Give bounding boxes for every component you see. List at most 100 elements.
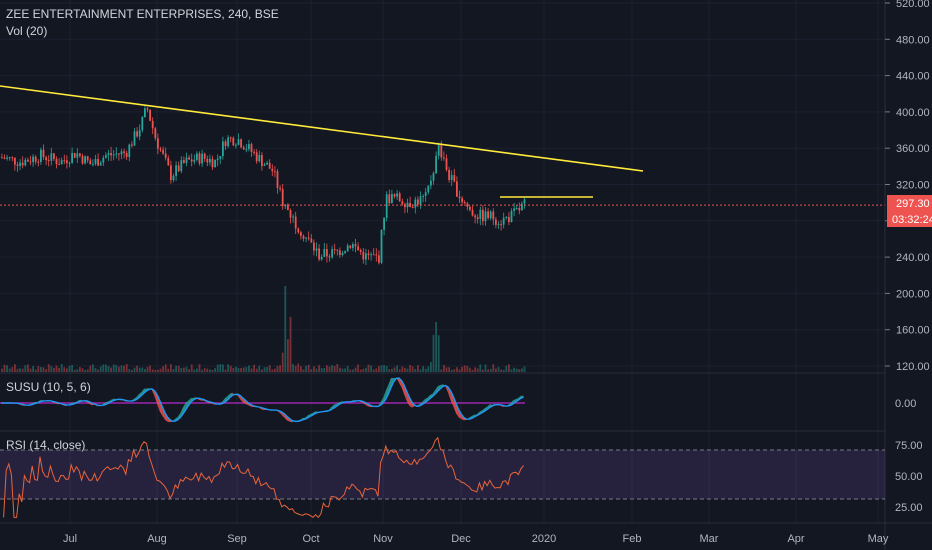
volume-bar (331, 365, 333, 372)
volume-bar (302, 369, 305, 372)
volume-bar (172, 369, 175, 372)
volume-bar (292, 364, 294, 372)
candle-body (365, 253, 367, 260)
volume-bar (206, 368, 209, 372)
candle-body (427, 185, 430, 193)
volume-bar (432, 334, 435, 372)
rsi-line (3, 436, 524, 519)
candle-body (107, 153, 110, 156)
susu-fill (157, 394, 160, 412)
candle-body (300, 232, 302, 236)
candle-body (313, 242, 315, 251)
volume-bar (245, 366, 248, 372)
susu-fill (159, 400, 163, 416)
time-tick-label: Sep (227, 533, 247, 545)
volume-bar (344, 368, 346, 372)
time-axis[interactable]: Jul Aug Sep Oct Nov Dec 2020 Feb Mar Apr May (63, 533, 889, 545)
candle-body (404, 204, 406, 208)
candle-body (502, 217, 505, 225)
volume-bar (328, 366, 331, 372)
candle-body (463, 202, 466, 204)
volume-bar (154, 369, 157, 372)
volume-bar (437, 335, 440, 372)
candle-body (510, 210, 513, 223)
volume-bar (11, 367, 14, 372)
volume-bar (164, 364, 167, 372)
candle-body (203, 153, 206, 159)
volume-bar (235, 366, 237, 372)
candle-body (144, 108, 146, 118)
volume-bar (430, 362, 432, 372)
candle-body (58, 164, 60, 166)
candle-body (110, 153, 112, 156)
volume-bar (378, 366, 380, 372)
candle-body (60, 160, 63, 165)
volume-bar (34, 369, 37, 372)
volume-bar (427, 366, 430, 372)
candle-body (105, 155, 107, 158)
volume-bar (125, 364, 128, 372)
volume-bar (144, 369, 146, 372)
candle-body (294, 216, 297, 229)
volume-bar (146, 366, 149, 372)
volume-bar (497, 366, 500, 372)
volume-bar (24, 365, 27, 372)
candle-body (240, 139, 242, 148)
volume-bar (370, 365, 372, 372)
candle-body (242, 147, 245, 150)
rsi-tick-50: 50.00 (895, 471, 923, 483)
candle-body (505, 216, 508, 218)
volume-bar (339, 367, 341, 372)
susu-fill (388, 378, 391, 394)
candle-body (469, 206, 471, 210)
rsi-legend[interactable]: RSI (14, close) (6, 438, 85, 452)
candle-body (16, 164, 19, 166)
candle-body (307, 237, 310, 239)
volume-bar (170, 364, 172, 372)
volume-bar (253, 364, 255, 372)
volume-bar (203, 368, 206, 372)
candle-body (456, 181, 458, 197)
candle-body (497, 224, 500, 226)
candle-body (414, 199, 417, 208)
volume-legend[interactable]: Vol (20) (6, 24, 47, 38)
price-tick-label: 320.00 (896, 180, 930, 192)
time-tick-label: Oct (302, 533, 319, 545)
candle-body (170, 165, 172, 181)
volume-bar (346, 365, 349, 372)
volume-bar (388, 369, 391, 372)
countdown-value: 03:32:24 (892, 214, 932, 226)
volume-bar (79, 367, 81, 372)
volume-bar (268, 365, 271, 372)
volume-bar (450, 369, 453, 372)
candle-body (47, 160, 50, 162)
volume-bar (201, 369, 203, 372)
symbol-title[interactable]: ZEE ENTERTAINMENT ENTERPRISES, 240, BSE (6, 7, 279, 21)
candle-body (437, 145, 440, 156)
volume-bar (281, 352, 284, 372)
candle-body (55, 158, 58, 165)
candle-body (11, 157, 14, 159)
volume-bar (341, 368, 344, 372)
volume-bar (271, 369, 274, 372)
candle-body (268, 162, 271, 169)
candle-body (97, 158, 99, 166)
susu-fill (435, 386, 438, 395)
volume-bar (29, 368, 32, 372)
candle-body (385, 194, 388, 218)
candle-body (19, 162, 21, 166)
susu-fill (177, 412, 181, 420)
volume-bar (294, 365, 297, 372)
candle-body (367, 253, 370, 256)
susu-legend[interactable]: SUSU (10, 5, 6) (6, 380, 91, 394)
volume-bar (505, 365, 508, 372)
trendline[interactable] (0, 85, 644, 172)
volume-bar (404, 367, 406, 372)
candle-body (190, 159, 193, 162)
candle-body (417, 199, 419, 205)
candle-body (422, 196, 424, 198)
volume-bar (21, 368, 24, 372)
candle-body (125, 152, 128, 157)
